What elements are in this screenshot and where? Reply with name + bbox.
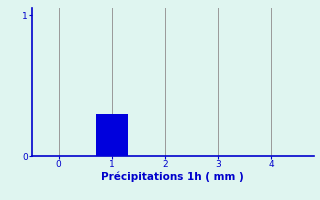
Bar <box>96 114 128 156</box>
X-axis label: Précipitations 1h ( mm ): Précipitations 1h ( mm ) <box>101 172 244 182</box>
